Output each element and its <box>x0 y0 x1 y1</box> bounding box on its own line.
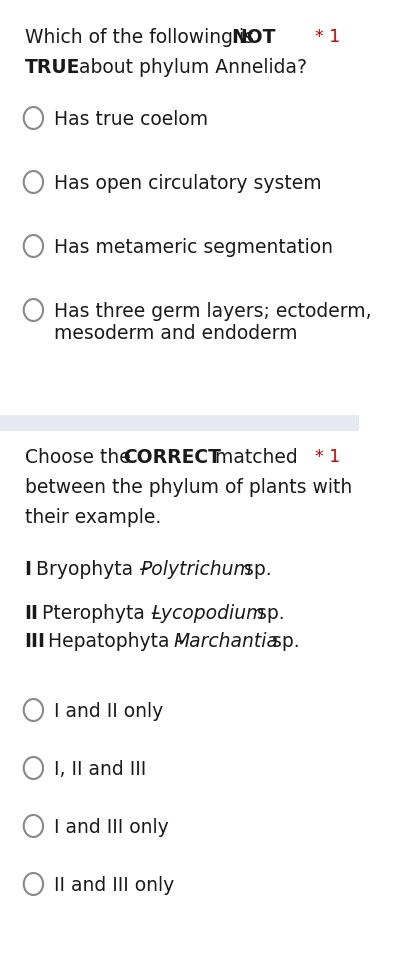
Text: sp.: sp. <box>238 560 272 579</box>
Text: Marchantia: Marchantia <box>174 632 279 651</box>
Text: mesoderm and endoderm: mesoderm and endoderm <box>55 324 298 343</box>
Text: III: III <box>24 632 46 651</box>
Text: about phylum Annelida?: about phylum Annelida? <box>73 58 307 77</box>
Text: II: II <box>24 604 39 623</box>
Text: sp.: sp. <box>266 632 299 651</box>
Bar <box>0 415 359 431</box>
Text: I and III only: I and III only <box>55 818 169 837</box>
Text: * 1: * 1 <box>315 448 340 466</box>
Text: Choose the: Choose the <box>24 448 136 467</box>
Text: Has metameric segmentation: Has metameric segmentation <box>55 238 333 257</box>
Text: I: I <box>24 560 31 579</box>
Text: Hepatophyta –: Hepatophyta – <box>48 632 191 651</box>
Text: between the phylum of plants with: between the phylum of plants with <box>24 478 352 497</box>
Text: Polytrichum: Polytrichum <box>140 560 252 579</box>
Text: Has open circulatory system: Has open circulatory system <box>55 174 322 193</box>
Text: II and III only: II and III only <box>55 876 175 895</box>
Text: I and II only: I and II only <box>55 702 164 721</box>
Text: TRUE: TRUE <box>24 58 80 77</box>
Text: * 1: * 1 <box>315 28 340 46</box>
Text: Has three germ layers; ectoderm,: Has three germ layers; ectoderm, <box>55 302 372 321</box>
Text: their example.: their example. <box>24 508 161 527</box>
Text: sp.: sp. <box>251 604 284 623</box>
Text: Has true coelom: Has true coelom <box>55 110 208 129</box>
Text: Bryophyta –: Bryophyta – <box>36 560 154 579</box>
Text: matched: matched <box>209 448 298 467</box>
Text: Which of the following is: Which of the following is <box>24 28 259 47</box>
Text: CORRECT: CORRECT <box>123 448 221 467</box>
Text: Pterophyta –: Pterophyta – <box>42 604 166 623</box>
Text: NOT: NOT <box>231 28 276 47</box>
Text: I, II and III: I, II and III <box>55 760 147 779</box>
Text: Lycopodium: Lycopodium <box>151 604 265 623</box>
